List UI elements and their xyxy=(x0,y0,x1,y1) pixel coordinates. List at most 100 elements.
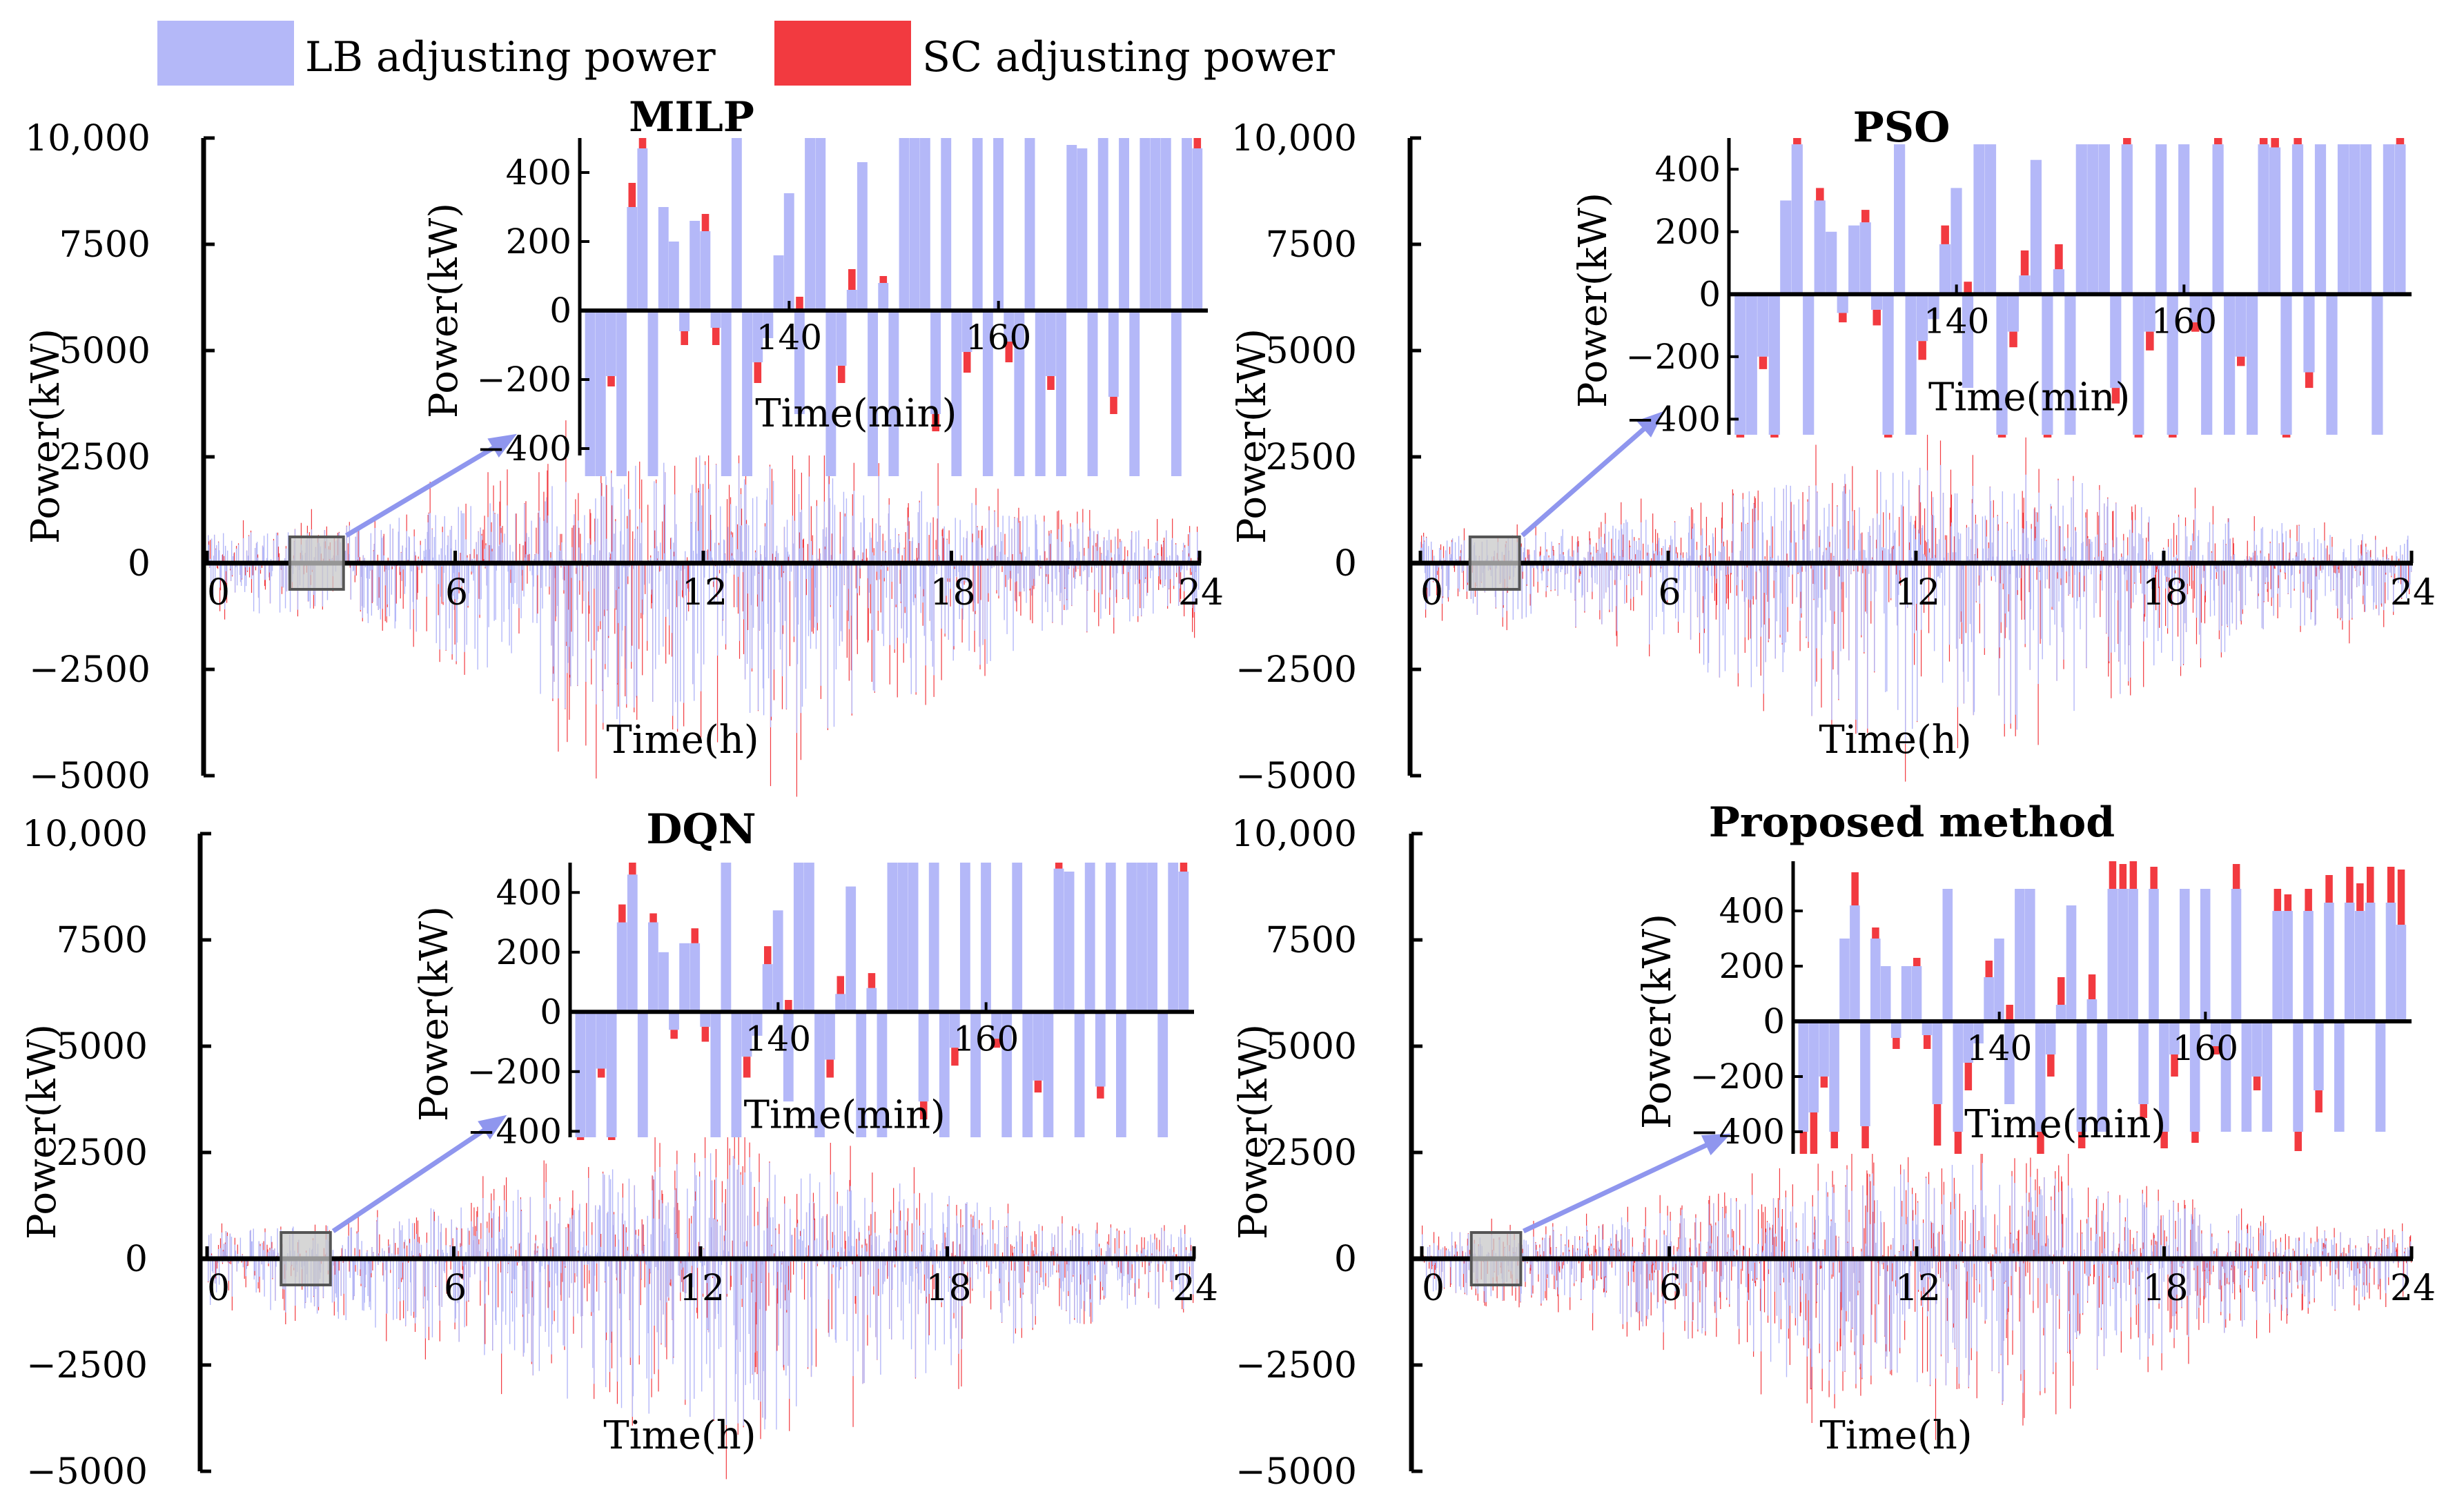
lb-bar xyxy=(912,563,914,602)
lb-bar xyxy=(1019,553,1021,563)
lb-bar xyxy=(819,553,821,563)
legend: LB adjusting power SC adjusting power xyxy=(157,21,1335,86)
lb-bar xyxy=(500,533,502,563)
inset-lb-bar xyxy=(2326,294,2338,435)
lb-bar xyxy=(1924,556,1926,563)
lb-bar xyxy=(1590,554,1592,563)
lb-bar xyxy=(491,551,493,563)
lb-bar xyxy=(1880,471,1881,563)
lb-bar xyxy=(1648,553,1650,563)
lb-bar xyxy=(2167,547,2169,563)
lb-bar xyxy=(2202,563,2204,578)
lb-bar xyxy=(1198,563,1200,590)
lb-bar xyxy=(768,563,770,580)
lb-bar xyxy=(985,528,986,563)
lb-bar xyxy=(881,563,883,634)
lb-bar xyxy=(2069,563,2071,594)
sc-bar xyxy=(395,563,397,604)
lb-bar xyxy=(524,503,525,563)
sc-bar xyxy=(1443,546,1445,563)
lb-bar xyxy=(1160,563,1162,580)
lb-bar xyxy=(449,529,451,563)
lb-bar xyxy=(665,563,667,617)
inset-x-tick-label: 160 xyxy=(966,317,1031,357)
lb-bar xyxy=(655,563,656,669)
lb-bar xyxy=(1997,516,1999,563)
lb-bar xyxy=(2051,563,2053,607)
inset-sc-bar xyxy=(2134,435,2143,438)
sc-bar xyxy=(1715,563,1717,620)
lb-bar xyxy=(1571,557,1572,563)
lb-bar xyxy=(2057,480,2059,563)
sc-bar xyxy=(1044,551,1046,563)
lb-bar xyxy=(1973,563,1975,712)
lb-bar xyxy=(1004,554,1006,563)
lb-bar xyxy=(231,1237,233,1259)
lb-bar xyxy=(1988,548,1990,563)
sc-bar xyxy=(997,489,999,563)
lb-bar xyxy=(224,563,226,609)
lb-bar xyxy=(1101,553,1102,563)
inset-sc-bar xyxy=(1793,138,1801,145)
inset-y-tick-label: −400 xyxy=(477,429,571,469)
lb-bar xyxy=(2320,543,2322,563)
inset-lb-bar xyxy=(2178,144,2190,295)
lb-bar xyxy=(2044,563,2046,589)
lb-bar xyxy=(617,563,618,684)
sc-bar xyxy=(2408,563,2409,587)
lb-bar xyxy=(1960,563,1962,611)
sc-bar xyxy=(687,563,689,589)
lb-bar xyxy=(2076,563,2077,609)
lb-bar xyxy=(1908,480,1910,563)
lb-bar xyxy=(2150,554,2151,563)
lb-bar xyxy=(237,544,239,563)
lb-bar xyxy=(777,553,779,563)
inset-lb-bar xyxy=(2269,147,2281,295)
lb-bar xyxy=(716,563,718,656)
sc-bar xyxy=(244,1259,245,1279)
lb-bar xyxy=(1898,563,1899,596)
lb-bar xyxy=(883,563,885,647)
lb-bar xyxy=(765,500,767,563)
lb-bar xyxy=(1889,520,1890,563)
lb-bar xyxy=(664,553,665,563)
lb-bar xyxy=(1545,563,1547,591)
main-bars xyxy=(1420,412,2412,782)
lb-bar xyxy=(1930,515,1933,563)
lb-bar xyxy=(776,545,778,563)
lb-bar xyxy=(271,563,273,571)
lb-bar xyxy=(1831,563,1832,720)
inset-lb-bar xyxy=(2314,144,2327,295)
lb-bar xyxy=(1116,563,1117,590)
lb-bar xyxy=(1422,536,1425,563)
lb-bar xyxy=(1694,563,1697,592)
lb-bar xyxy=(1061,542,1062,563)
lb-bar xyxy=(1146,563,1148,596)
lb-bar xyxy=(877,563,879,611)
lb-bar xyxy=(466,563,467,645)
lb-bar xyxy=(1649,563,1650,645)
lb-bar xyxy=(1930,558,1932,563)
lb-bar xyxy=(770,563,772,727)
lb-bar xyxy=(2331,547,2333,563)
lb-bar xyxy=(984,563,986,640)
lb-bar xyxy=(2198,530,2200,563)
lb-bar xyxy=(442,563,444,602)
inset-lb-bar xyxy=(1171,311,1182,476)
zoom-arrowhead xyxy=(487,433,517,458)
lb-bar xyxy=(2006,563,2008,628)
lb-bar xyxy=(2249,563,2251,578)
lb-bar xyxy=(1523,547,1525,563)
lb-bar xyxy=(280,563,282,569)
lb-bar xyxy=(2006,523,2008,563)
lb-bar xyxy=(266,558,268,563)
lb-bar xyxy=(998,563,999,596)
lb-bar xyxy=(906,563,907,644)
lb-bar xyxy=(235,549,237,563)
lb-bar xyxy=(1914,563,1915,634)
sc-bar xyxy=(850,563,852,671)
lb-bar xyxy=(1630,563,1632,599)
inset-sc-bar xyxy=(701,214,710,231)
lb-bar xyxy=(2225,523,2227,563)
